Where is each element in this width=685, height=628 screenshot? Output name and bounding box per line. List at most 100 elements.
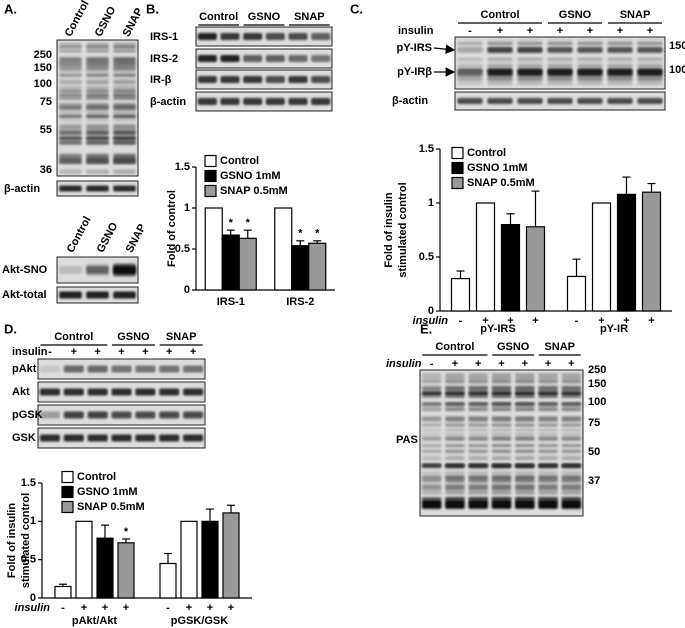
band (39, 411, 60, 419)
blot (37, 381, 206, 403)
insulin-label: insulin (15, 602, 51, 614)
band (63, 388, 84, 396)
insulin-sign: - (459, 315, 463, 327)
blot (454, 91, 666, 111)
band (86, 42, 109, 47)
band (468, 432, 488, 436)
significance-mark: * (246, 217, 251, 229)
band (113, 291, 136, 299)
band (561, 437, 582, 441)
band (607, 64, 633, 68)
band (468, 470, 488, 475)
error-bar (206, 508, 214, 522)
band (59, 45, 82, 50)
bar (96, 537, 114, 599)
blot (195, 69, 333, 90)
row-label: Akt-total (2, 289, 47, 301)
band (517, 68, 543, 76)
band (59, 111, 82, 115)
band (491, 382, 512, 384)
band (63, 434, 84, 442)
band (457, 57, 483, 61)
bar (221, 234, 240, 291)
mw-marker: 37 (588, 475, 600, 487)
band (561, 376, 582, 380)
band (86, 56, 109, 61)
band (561, 373, 582, 376)
category-label: IRS-1 (217, 296, 245, 308)
band (59, 154, 82, 159)
band (59, 85, 82, 90)
bar (591, 202, 612, 312)
mw-marker: 150 (34, 62, 52, 74)
error-bar (296, 240, 305, 246)
band (515, 481, 535, 485)
band (59, 126, 82, 129)
category-label: IRS-2 (286, 296, 314, 308)
band (515, 379, 535, 383)
band (87, 365, 108, 373)
y-axis-label: Fold of insulin (6, 503, 18, 578)
band (265, 76, 285, 83)
band (468, 391, 488, 396)
band (515, 418, 535, 421)
band (468, 420, 488, 422)
band (468, 437, 488, 441)
row-label: IRS-1 (150, 31, 178, 43)
band (445, 384, 465, 389)
band (59, 122, 82, 125)
band (538, 373, 558, 376)
band (561, 406, 582, 411)
insulin-sign: - (575, 315, 579, 327)
insulin-sign: + (527, 25, 533, 37)
band (538, 481, 558, 485)
band (59, 66, 82, 71)
band (59, 128, 82, 131)
band (561, 499, 582, 509)
band (487, 64, 513, 68)
band (491, 457, 512, 460)
error-bar (227, 504, 235, 513)
y-axis-label: Fold of control (166, 190, 178, 267)
band (445, 379, 465, 383)
band (421, 373, 442, 376)
band (421, 463, 442, 467)
band (515, 389, 535, 392)
band (86, 291, 109, 299)
band (561, 484, 582, 488)
band (445, 463, 465, 467)
band (113, 69, 136, 73)
y-tick-label: 1 (428, 197, 434, 209)
bar (180, 520, 198, 599)
band (59, 81, 82, 85)
band (577, 98, 603, 104)
band (538, 484, 558, 488)
band (457, 77, 483, 82)
error-bar (101, 524, 109, 539)
band (445, 423, 465, 427)
band (468, 384, 488, 389)
band (113, 85, 136, 90)
band (445, 449, 465, 453)
insulin-sign: + (648, 315, 654, 327)
insulin-sign: + (166, 346, 172, 358)
band (491, 423, 512, 427)
legend-swatch (61, 500, 74, 514)
band (457, 98, 483, 104)
band (515, 484, 535, 488)
band (538, 382, 558, 384)
significance-mark: * (229, 217, 234, 229)
band (63, 411, 84, 419)
mw-marker: 100 (34, 78, 52, 90)
band (421, 437, 442, 441)
band (265, 98, 285, 105)
band (487, 42, 513, 45)
band (457, 42, 483, 45)
legend-swatch (61, 470, 74, 484)
category-label: pGSK/GSK (171, 615, 229, 627)
band (445, 376, 465, 380)
band (491, 395, 512, 398)
error-bar (506, 213, 515, 225)
band (561, 481, 582, 485)
band (547, 47, 573, 53)
